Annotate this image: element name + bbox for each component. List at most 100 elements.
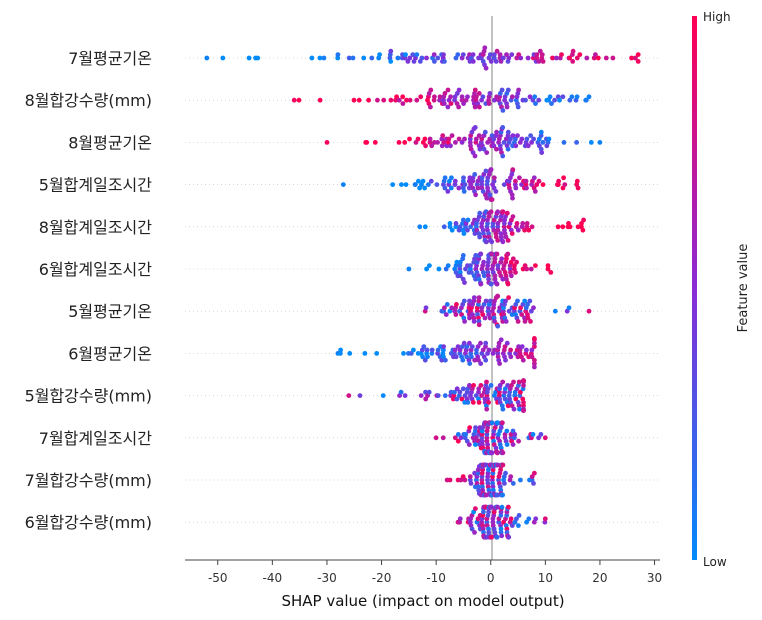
shap-point [465,400,471,405]
shap-point [366,97,371,103]
shap-point [410,52,416,57]
shap-point [509,312,515,317]
shap-point [486,101,492,106]
shap-point [440,435,446,441]
shap-point [445,189,451,194]
shap-point [480,467,486,473]
colorbar [692,16,697,560]
shap-point [478,383,484,388]
shap-point [505,87,511,93]
shap-point [441,101,447,106]
shap-point [443,312,449,317]
shap-point [525,55,531,61]
x-axis-ticks: -50 -40 -30 -20 -10 0 10 20 30 [208,560,662,585]
shap-point [503,298,508,304]
shap-point [454,259,460,265]
shap-point [448,143,453,149]
shap-point [478,340,483,346]
shap-point [503,357,508,363]
shap-point [532,470,537,476]
shap-point [418,94,424,100]
shap-point [402,140,408,145]
shap-point [403,182,409,188]
shap-point [500,462,506,468]
shap-point [495,238,501,243]
shap-point [533,516,539,522]
shap-point [498,337,504,343]
shap-point [545,266,551,272]
shap-point [477,146,483,152]
shap-point [483,357,489,363]
shap-point [488,281,494,287]
shap-point [470,400,476,405]
shap-point [424,55,429,61]
shap-point [526,227,532,233]
shap-point [467,315,472,321]
shap-point [483,344,488,349]
shap-point [487,52,493,57]
shap-point [416,178,421,184]
shap-point [532,94,538,100]
shap-point [467,425,473,430]
shap-point [482,315,488,321]
shap-point [532,336,537,341]
shap-point [388,97,394,103]
shap-point [396,140,402,145]
shap-point [513,178,518,184]
shap-point [506,55,512,61]
shap-point [453,354,459,360]
shap-point [513,185,519,191]
shap-point [547,94,553,100]
shap-point [529,474,535,479]
x-tick-label: -30 [317,571,337,585]
shap-point [538,129,544,135]
shap-point [492,97,497,103]
shap-point [492,273,498,279]
shap-point [480,189,486,194]
shap-point [503,470,508,476]
shap-point [421,344,427,349]
shap-point [442,59,447,64]
shap-point [539,150,545,156]
shap-point [484,239,489,245]
shap-point [524,519,529,525]
shap-point [532,361,537,366]
shap-point [500,420,505,426]
shap-point [497,389,502,395]
shap-point [481,509,486,515]
shap-point [400,94,406,100]
shap-point [501,140,507,145]
shap-point [441,344,446,349]
shap-point [532,364,537,370]
shap-point [422,224,428,230]
shap-point [476,322,482,328]
shap-point [441,140,447,145]
shap-point [557,97,562,103]
shap-point [513,270,518,275]
shap-point [492,256,498,262]
shap-point [553,55,559,61]
shap-point [577,52,583,57]
feature-label: 8월합계일조시간 [39,218,152,237]
shap-point [495,293,501,299]
x-tick-label: -50 [208,571,228,585]
shap-point [483,168,489,174]
shap-point [412,182,418,188]
shap-point [536,59,542,64]
shap-point [531,481,536,486]
shap-point [484,150,490,156]
shap-point [491,175,497,181]
shap-point [338,347,343,353]
shap-point [437,94,443,100]
shap-point [457,389,463,395]
shap-point [480,94,486,100]
shap-point [476,400,482,405]
shap-point [401,351,406,356]
shap-point [506,295,511,300]
shap-point [435,140,440,145]
shap-point [495,227,501,233]
shap-point [486,214,492,220]
shap-point [467,383,472,388]
shap-point [515,227,521,233]
shap-point [532,189,538,194]
